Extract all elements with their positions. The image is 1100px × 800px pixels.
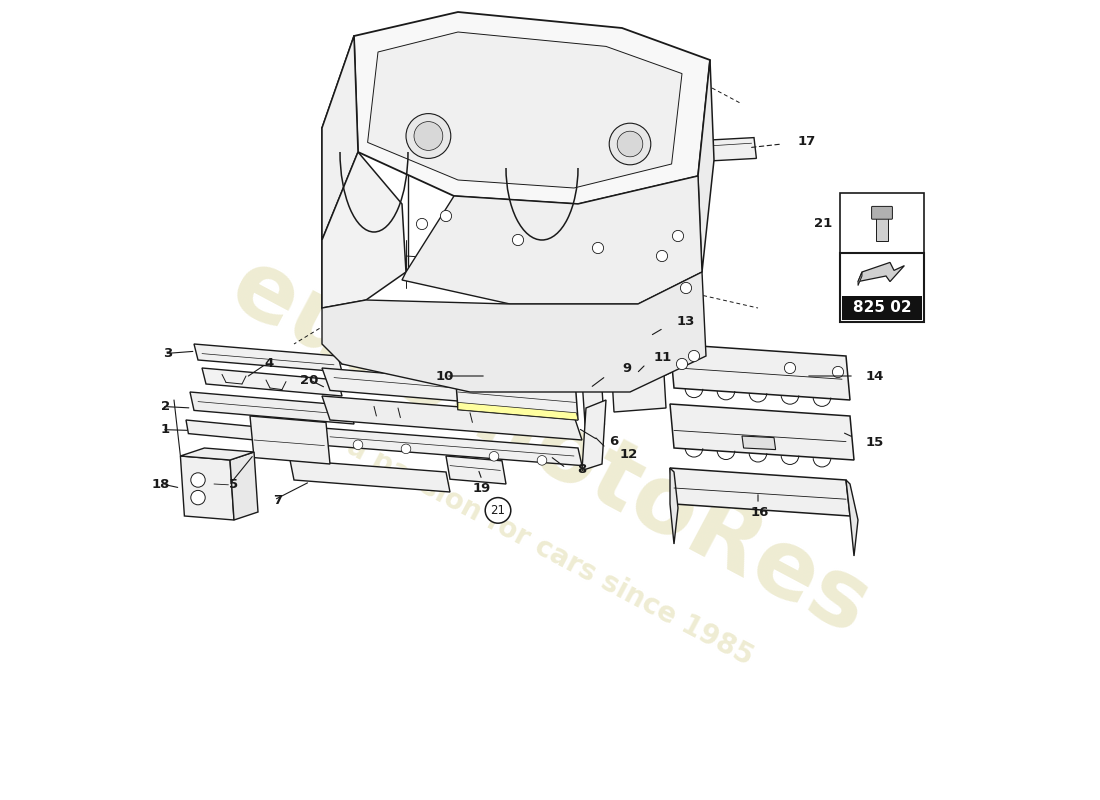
Polygon shape — [670, 404, 854, 460]
Circle shape — [609, 123, 651, 165]
Text: 8: 8 — [578, 463, 586, 476]
Circle shape — [689, 350, 700, 362]
Circle shape — [672, 230, 683, 242]
Circle shape — [657, 250, 668, 262]
Polygon shape — [194, 344, 342, 372]
Text: 17: 17 — [798, 135, 816, 148]
Circle shape — [676, 358, 688, 370]
Polygon shape — [354, 12, 710, 204]
Text: euromotoRes: euromotoRes — [216, 241, 884, 655]
FancyBboxPatch shape — [840, 193, 924, 254]
Polygon shape — [670, 468, 678, 544]
Bar — [876, 218, 889, 241]
Text: 10: 10 — [436, 370, 454, 382]
Circle shape — [417, 218, 428, 230]
Polygon shape — [322, 428, 582, 466]
Text: 19: 19 — [473, 482, 491, 494]
Circle shape — [833, 366, 844, 378]
Text: 16: 16 — [750, 506, 769, 518]
Polygon shape — [670, 468, 850, 516]
Polygon shape — [180, 456, 234, 520]
Circle shape — [513, 234, 524, 246]
Polygon shape — [322, 272, 706, 392]
Text: 1: 1 — [161, 423, 170, 436]
Polygon shape — [186, 420, 296, 444]
Polygon shape — [322, 36, 358, 240]
Polygon shape — [290, 460, 450, 492]
Text: 4: 4 — [265, 358, 274, 370]
Polygon shape — [858, 262, 904, 282]
FancyBboxPatch shape — [871, 206, 892, 219]
Circle shape — [406, 114, 451, 158]
Polygon shape — [710, 138, 757, 161]
Polygon shape — [581, 354, 604, 426]
Polygon shape — [367, 32, 682, 188]
Text: 3: 3 — [163, 347, 173, 360]
Text: 5: 5 — [229, 478, 238, 490]
Text: 12: 12 — [619, 448, 638, 461]
Polygon shape — [458, 402, 578, 420]
Polygon shape — [322, 152, 406, 308]
Circle shape — [440, 210, 452, 222]
Text: 11: 11 — [654, 351, 672, 364]
Circle shape — [485, 498, 510, 523]
Text: 825 02: 825 02 — [852, 301, 911, 315]
Polygon shape — [621, 310, 674, 362]
Text: a passion for cars since 1985: a passion for cars since 1985 — [342, 433, 758, 671]
Polygon shape — [190, 392, 354, 424]
Text: 6: 6 — [609, 435, 618, 448]
Circle shape — [490, 451, 498, 461]
FancyBboxPatch shape — [840, 253, 924, 322]
Polygon shape — [446, 456, 506, 484]
Polygon shape — [322, 368, 542, 408]
Polygon shape — [180, 448, 254, 460]
Polygon shape — [402, 176, 702, 304]
Circle shape — [537, 455, 547, 465]
Polygon shape — [610, 340, 665, 412]
Polygon shape — [250, 416, 330, 464]
Circle shape — [617, 131, 642, 157]
Text: 7: 7 — [273, 494, 282, 506]
Text: 18: 18 — [152, 478, 170, 490]
Polygon shape — [582, 400, 606, 470]
Circle shape — [414, 122, 443, 150]
Text: 21: 21 — [491, 504, 506, 517]
Polygon shape — [202, 368, 342, 396]
Polygon shape — [230, 452, 258, 520]
Circle shape — [353, 440, 363, 450]
Polygon shape — [454, 356, 578, 420]
Polygon shape — [742, 436, 775, 450]
Text: 9: 9 — [621, 362, 631, 374]
Circle shape — [784, 362, 795, 374]
Circle shape — [190, 473, 206, 487]
Polygon shape — [858, 272, 862, 286]
Polygon shape — [322, 396, 582, 440]
Text: 14: 14 — [866, 370, 884, 382]
Text: 2: 2 — [161, 400, 170, 413]
Polygon shape — [846, 480, 858, 556]
Text: 15: 15 — [866, 436, 884, 449]
Text: 20: 20 — [299, 374, 318, 386]
Circle shape — [402, 444, 410, 454]
Circle shape — [593, 242, 604, 254]
Bar — [842, 296, 922, 320]
Circle shape — [681, 282, 692, 294]
Circle shape — [190, 490, 206, 505]
Polygon shape — [698, 60, 714, 272]
Text: 21: 21 — [814, 217, 833, 230]
Text: 13: 13 — [676, 315, 695, 328]
Polygon shape — [670, 344, 850, 400]
